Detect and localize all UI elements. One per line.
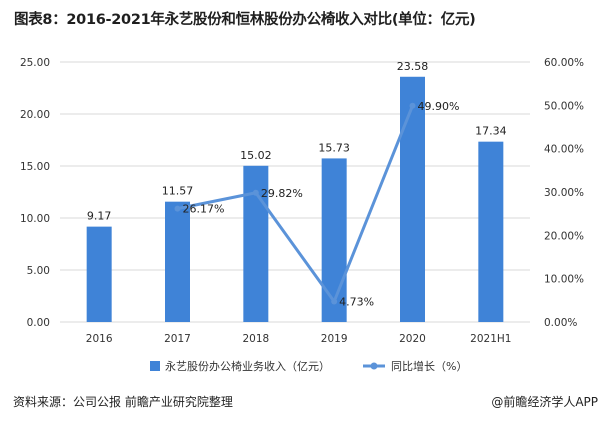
x-axis-ticks: 2016 2017 2018 2019 2020 2021H1	[86, 333, 512, 345]
x-axis-tick-label: 2016	[86, 333, 113, 345]
left-axis-tick-label: 5.00	[27, 265, 50, 277]
right-axis-tick-label: 10.00%	[544, 274, 584, 286]
x-axis-tick-label: 2020	[399, 333, 426, 345]
line-point	[252, 189, 259, 196]
bar-series	[86, 76, 504, 322]
right-axis-ticks: 0.00% 10.00% 20.00% 30.00% 40.00% 50.00% 60.00…	[544, 57, 584, 329]
bar-value-label: 23.58	[397, 60, 429, 73]
bar	[400, 76, 425, 322]
legend: 永艺股份办公椅业务收入（亿元） 同比增长（%）	[150, 359, 467, 373]
right-axis-tick-label: 20.00%	[544, 230, 584, 242]
data-labels: 9.17 11.57 15.02 15.73 23.58 17.34 26.17% 29.82…	[87, 60, 507, 309]
line-value-label: 26.17%	[183, 203, 225, 216]
brand-credit: @前瞻经济学人APP	[491, 395, 598, 409]
bar-value-label: 15.73	[318, 141, 350, 154]
source-note: 资料来源：公司公报 前瞻产业研究院整理	[13, 395, 233, 409]
right-axis-tick-label: 0.00%	[544, 317, 577, 329]
legend-line-label: 同比增长（%）	[391, 359, 467, 373]
left-axis-tick-label: 20.00	[20, 109, 50, 121]
legend-line-marker	[370, 362, 378, 370]
line-point	[409, 102, 416, 109]
left-axis-ticks: 0.00 5.00 10.00 15.00 20.00 25.00	[20, 57, 50, 329]
bar-value-label: 15.02	[240, 149, 272, 162]
line-value-label: 49.90%	[418, 100, 460, 113]
chart-title: 图表8：2016-2021年永艺股份和恒林股份办公椅收入对比(单位：亿元)	[14, 12, 476, 28]
line-point	[174, 205, 181, 212]
right-axis-tick-label: 40.00%	[544, 144, 584, 156]
x-axis-tick-label: 2017	[164, 333, 191, 345]
left-axis-tick-label: 0.00	[27, 317, 50, 329]
bar	[478, 141, 504, 322]
right-axis-tick-label: 30.00%	[544, 187, 584, 199]
bar-value-label: 9.17	[87, 210, 112, 223]
x-axis-tick-label: 2019	[321, 333, 348, 345]
line-value-label: 29.82%	[261, 187, 303, 200]
bar	[321, 158, 347, 322]
x-axis-tick-label: 2018	[242, 333, 269, 345]
right-axis-tick-label: 50.00%	[544, 100, 584, 112]
bar-value-label: 17.34	[475, 125, 507, 138]
left-axis-tick-label: 10.00	[20, 213, 50, 225]
right-axis-tick-label: 60.00%	[544, 57, 584, 69]
line-point	[331, 298, 338, 305]
x-axis-tick-label: 2021H1	[470, 333, 511, 345]
legend-bar-swatch	[150, 361, 160, 371]
line-value-label: 4.73%	[339, 296, 374, 309]
bar-value-label: 11.57	[162, 185, 194, 198]
bar	[86, 226, 112, 322]
bar	[165, 201, 190, 322]
gridlines	[60, 61, 530, 323]
legend-bar-label: 永艺股份办公椅业务收入（亿元）	[165, 359, 330, 373]
growth-line	[177, 105, 414, 304]
line-series	[174, 102, 416, 305]
left-axis-tick-label: 25.00	[20, 57, 50, 69]
left-axis-tick-label: 15.00	[20, 161, 50, 173]
